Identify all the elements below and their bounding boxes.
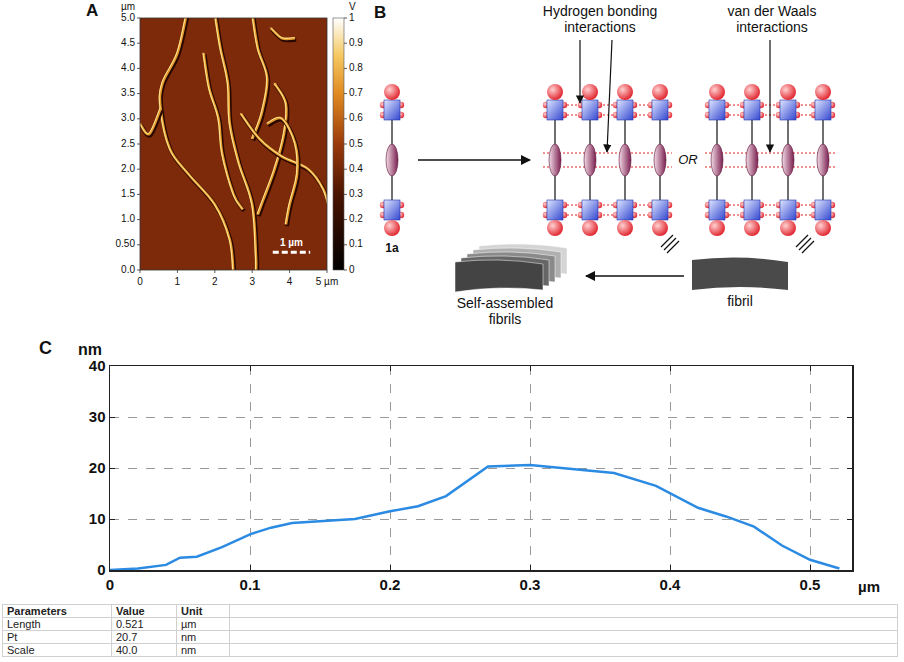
svg-text:C: C [39, 338, 52, 358]
svg-text:4.5: 4.5 [121, 37, 135, 48]
html-text:0.521: 0.521 [116, 618, 144, 630]
svg-text:2: 2 [212, 276, 218, 287]
svg-text:V: V [349, 1, 356, 12]
svg-text:0.2: 0.2 [349, 213, 363, 224]
svg-text:0.3: 0.3 [520, 576, 541, 593]
svg-text:1a: 1a [385, 241, 399, 255]
html-text:nm: nm [181, 631, 197, 643]
svg-text:0.7: 0.7 [349, 87, 363, 98]
svg-text:0: 0 [137, 276, 143, 287]
svg-text:Self-assembled: Self-assembled [457, 295, 554, 311]
svg-text:3.0: 3.0 [121, 112, 135, 123]
svg-text:0: 0 [106, 576, 114, 593]
svg-text:30: 30 [89, 408, 106, 425]
html-text:Unit: Unit [181, 605, 203, 617]
svg-text:van der Waals: van der Waals [728, 3, 817, 19]
svg-text:0.8: 0.8 [349, 62, 363, 73]
svg-text:5 µm: 5 µm [316, 276, 338, 287]
svg-text:Hydrogen bonding: Hydrogen bonding [543, 3, 657, 19]
svg-text:4.0: 4.0 [121, 62, 135, 73]
svg-text:0.5: 0.5 [349, 138, 363, 149]
svg-text:0: 0 [349, 264, 355, 275]
svg-text:0.4: 0.4 [349, 163, 363, 174]
svg-text:10: 10 [89, 510, 106, 527]
svg-text:0.1: 0.1 [240, 576, 261, 593]
html-text:Parameters: Parameters [7, 605, 67, 617]
svg-text:0.1: 0.1 [349, 238, 363, 249]
svg-text:0.9: 0.9 [349, 37, 363, 48]
svg-text:4: 4 [287, 276, 293, 287]
svg-text:fibrils: fibrils [489, 311, 522, 327]
svg-text:0: 0 [97, 561, 105, 578]
svg-text:2.5: 2.5 [121, 138, 135, 149]
html-text:nm: nm [181, 644, 197, 656]
html-text:Length: Length [7, 618, 41, 630]
svg-text:µm: µm [121, 1, 135, 12]
svg-text:interactions: interactions [564, 19, 636, 35]
svg-text:0.4: 0.4 [660, 576, 682, 593]
svg-text:1.0: 1.0 [121, 213, 135, 224]
svg-text:B: B [374, 3, 386, 22]
svg-text:1: 1 [349, 12, 355, 23]
svg-text:0.3: 0.3 [349, 188, 363, 199]
html-text:20.7: 20.7 [116, 631, 138, 643]
svg-text:0.2: 0.2 [380, 576, 401, 593]
svg-text:2.0: 2.0 [121, 163, 135, 174]
svg-text:0.5: 0.5 [800, 576, 821, 593]
svg-text:1.5: 1.5 [121, 188, 135, 199]
svg-text:0.6: 0.6 [349, 112, 363, 123]
html-text:Scale: Scale [7, 644, 35, 656]
svg-text:20: 20 [89, 459, 106, 476]
svg-text:fibril: fibril [727, 293, 753, 309]
svg-text:0.0: 0.0 [121, 264, 135, 275]
svg-text:5.0: 5.0 [121, 12, 135, 23]
svg-text:interactions: interactions [736, 19, 808, 35]
html-text:µm: µm [181, 618, 197, 630]
svg-text:1 µm: 1 µm [280, 237, 303, 248]
html-text:40.0: 40.0 [116, 644, 138, 656]
html-text:Value: Value [116, 605, 145, 617]
svg-text:µm: µm [858, 578, 880, 595]
svg-text:nm: nm [78, 341, 102, 358]
html-text:Pt: Pt [7, 631, 18, 643]
svg-text:0.50: 0.50 [116, 238, 136, 249]
svg-text:A: A [86, 1, 98, 20]
svg-text:3: 3 [249, 276, 255, 287]
svg-text:OR: OR [678, 152, 698, 167]
svg-text:1: 1 [175, 276, 181, 287]
svg-text:40: 40 [89, 357, 106, 374]
svg-text:3.5: 3.5 [121, 87, 135, 98]
